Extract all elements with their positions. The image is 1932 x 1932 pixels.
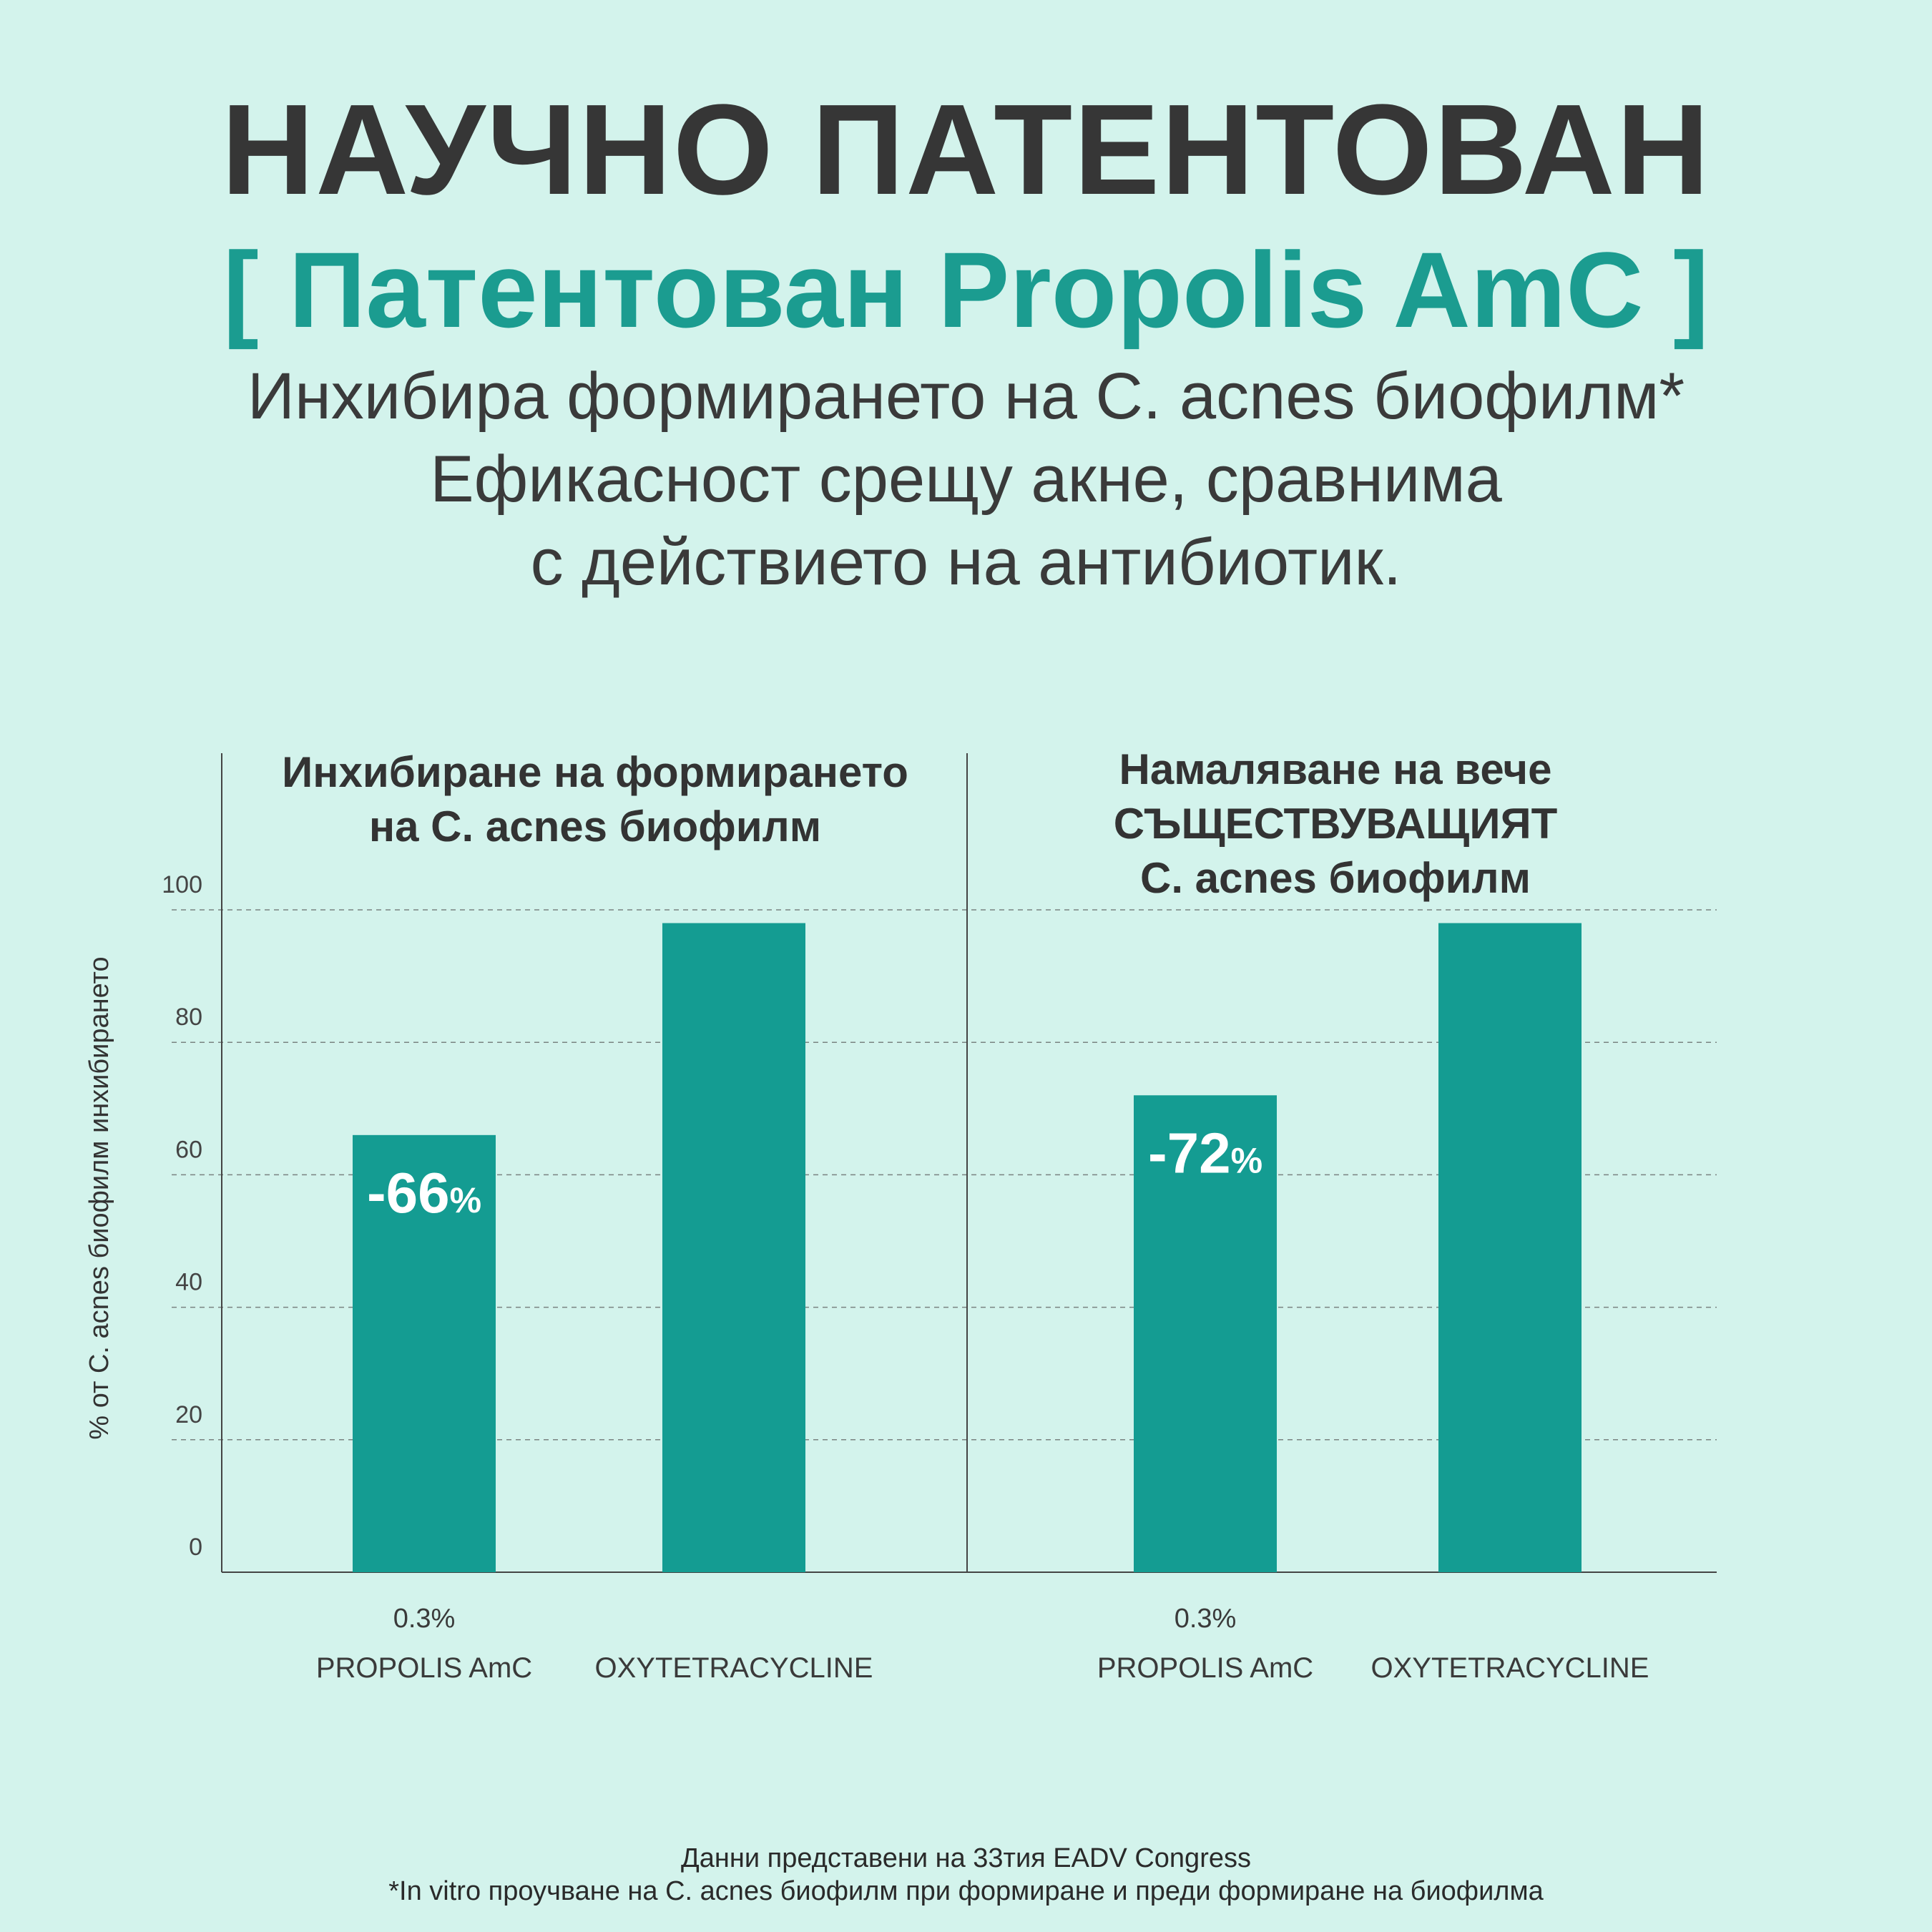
data-label-unit: % xyxy=(450,1180,481,1220)
data-label-value: -72 xyxy=(1148,1121,1231,1185)
footnote-line-2: *In vitro проучване на C. acnes биофилм … xyxy=(388,1876,1544,1906)
product-subtitle: [ Патентован Propolis AmC ] xyxy=(222,230,1710,350)
tagline-line-3: с действието на антибиотик. xyxy=(530,526,1402,599)
chart-title-line: Намаляване на вече xyxy=(1119,745,1552,793)
data-label: -66% xyxy=(367,1161,481,1225)
chart-title-line: на C. acnes биофилм xyxy=(369,803,821,850)
y-tick-label: 60 xyxy=(175,1136,202,1163)
chart-title-line: C. acnes биофилм xyxy=(1140,854,1531,902)
y-axis-label: % от C. acnes биофилм инхибирането xyxy=(84,956,114,1439)
y-tick-label: 20 xyxy=(175,1401,202,1428)
tagline-line-1: Инхибира формирането на C. acnes биофилм… xyxy=(247,360,1685,433)
category-label-line-1: 0.3% xyxy=(1175,1604,1237,1634)
bar xyxy=(1134,1095,1277,1572)
category-label: PROPOLIS AmC xyxy=(316,1652,532,1684)
y-tick-label: 80 xyxy=(175,1004,202,1031)
y-tick-label: 100 xyxy=(162,871,202,898)
bar xyxy=(353,1134,496,1572)
data-label-unit: % xyxy=(1231,1140,1262,1180)
bar xyxy=(1438,923,1582,1572)
category-label-line-1: 0.3% xyxy=(393,1604,456,1634)
footnote-line-1: Данни представени на 33тия EADV Congress xyxy=(681,1843,1251,1873)
tagline-line-2: Ефикасност срещу акне, сравнима xyxy=(430,443,1502,516)
chart-title-line: СЪЩЕСТВУВАЩИЯТ xyxy=(1114,800,1557,848)
bar xyxy=(662,923,805,1572)
category-label: OXYTETRACYCLINE xyxy=(595,1652,873,1684)
y-tick-label: 0 xyxy=(189,1534,202,1561)
page-title: НАУЧНО ПАТЕНТОВАН xyxy=(221,78,1711,222)
data-label: -72% xyxy=(1148,1121,1262,1185)
category-label: OXYTETRACYCLINE xyxy=(1371,1652,1649,1684)
data-label-value: -66 xyxy=(367,1161,450,1225)
category-label: PROPOLIS AmC xyxy=(1097,1652,1313,1684)
chart-title-line: Инхибиране на формирането xyxy=(282,748,908,796)
y-tick-label: 40 xyxy=(175,1269,202,1296)
